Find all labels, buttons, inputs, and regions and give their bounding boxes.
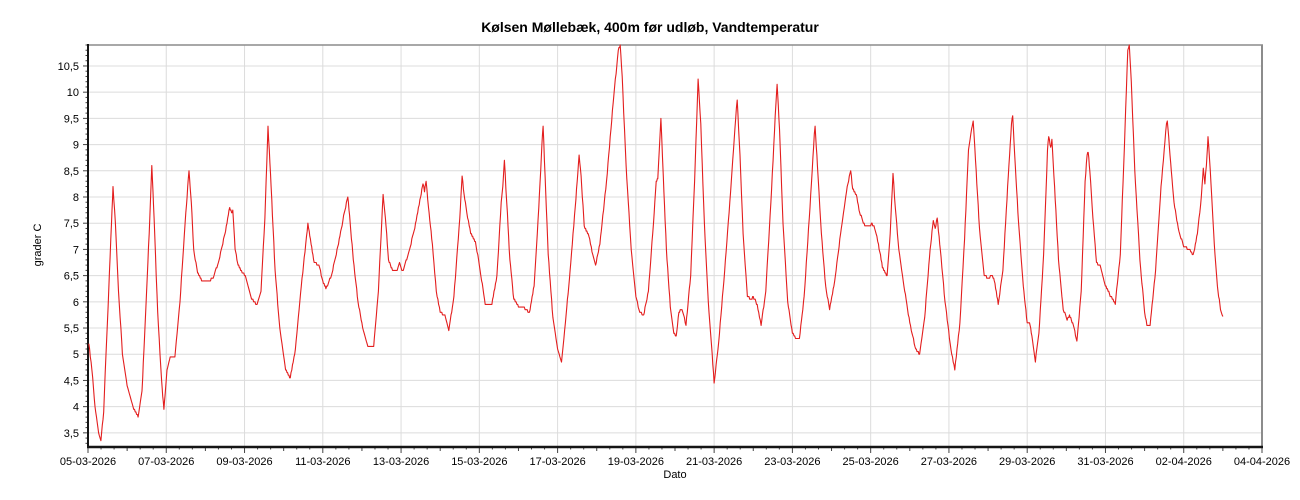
tick-label: 10 <box>67 87 79 99</box>
tick-label: 6,5 <box>64 271 79 283</box>
tick-label: 09-03-2026 <box>216 456 272 468</box>
tick-label: 27-03-2026 <box>921 456 977 468</box>
tick-label: 8,5 <box>64 166 79 178</box>
tick-label: 7 <box>73 244 79 256</box>
tick-label: 3,5 <box>64 428 79 440</box>
tick-label: 9,5 <box>64 113 79 125</box>
tick-label: 13-03-2026 <box>373 456 429 468</box>
chart-title: Kølsen Møllebæk, 400m før udløb, Vandtem… <box>481 19 819 35</box>
tick-label: 02-04-2026 <box>1156 456 1212 468</box>
tick-label: 29-03-2026 <box>999 456 1055 468</box>
tick-label: 23-03-2026 <box>764 456 820 468</box>
temperature-series-line <box>88 44 1224 442</box>
tick-label: 31-03-2026 <box>1077 456 1133 468</box>
tick-label: 17-03-2026 <box>529 456 585 468</box>
tick-label: 21-03-2026 <box>686 456 742 468</box>
x-axis-title: Dato <box>663 469 687 481</box>
tick-label: 9 <box>73 140 79 152</box>
tick-label: 11-03-2026 <box>295 456 350 468</box>
tick-label: 25-03-2026 <box>843 456 899 468</box>
x-axis-tick-labels: 05-03-2026 07-03-2026 09-03-2026 11-03-2026… <box>60 456 1290 468</box>
y-axis-tick-labels: 10,5 10 9,5 9 8,5 8 7,5 7 6,5 6 5,5 5 4,5 4 3,5 <box>58 61 79 440</box>
tick-label: 15-03-2026 <box>451 456 507 468</box>
tick-label: 07-03-2026 <box>138 456 194 468</box>
tick-label: 04-04-2026 <box>1234 456 1290 468</box>
series <box>88 44 1224 442</box>
tick-label: 7,5 <box>64 218 79 230</box>
tick-label: 5,5 <box>64 323 79 335</box>
tick-label: 4 <box>73 402 79 414</box>
plot-frame <box>87 44 1263 449</box>
gridlines <box>88 45 1262 447</box>
tick-label: 8 <box>73 192 79 204</box>
tick-label: 05-03-2026 <box>60 456 116 468</box>
tick-label: 5 <box>73 349 79 361</box>
tick-label: 6 <box>73 297 79 309</box>
tick-label: 10,5 <box>58 61 79 73</box>
tick-label: 4,5 <box>64 375 79 387</box>
tick-label: 19-03-2026 <box>608 456 664 468</box>
